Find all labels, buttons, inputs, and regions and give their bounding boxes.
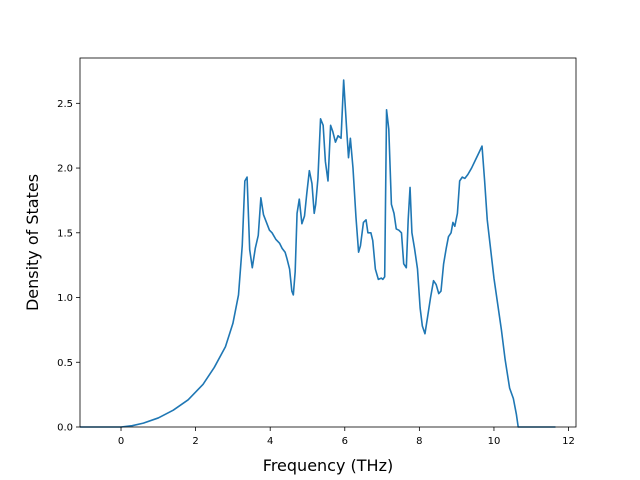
y-axis-label: Density of States [23,174,42,311]
y-tick-label: 2.0 [57,164,73,175]
y-tick-label: 2.5 [57,99,73,110]
x-axis-ticks: 0 2 4 6 8 10 12 [118,427,575,447]
y-tick-label: 0.0 [57,423,73,434]
x-tick-label: 0 [118,436,124,447]
x-tick-label: 8 [416,436,422,447]
x-axis-label: Frequency (THz) [263,456,393,475]
y-tick-label: 1.5 [57,228,73,239]
axes-frame [79,57,577,428]
y-tick-label: 0.5 [57,358,73,369]
x-tick-label: 4 [267,436,273,447]
x-tick-label: 6 [342,436,348,447]
series-layer [80,79,556,428]
x-tick-label: 12 [562,436,575,447]
y-axis-ticks: 0.0 0.5 1.0 1.5 2.0 2.5 [57,99,80,434]
x-tick-label: 2 [192,436,198,447]
x-tick-label: 10 [488,436,501,447]
y-tick-label: 1.0 [57,293,73,304]
dos-series-line [80,79,556,428]
